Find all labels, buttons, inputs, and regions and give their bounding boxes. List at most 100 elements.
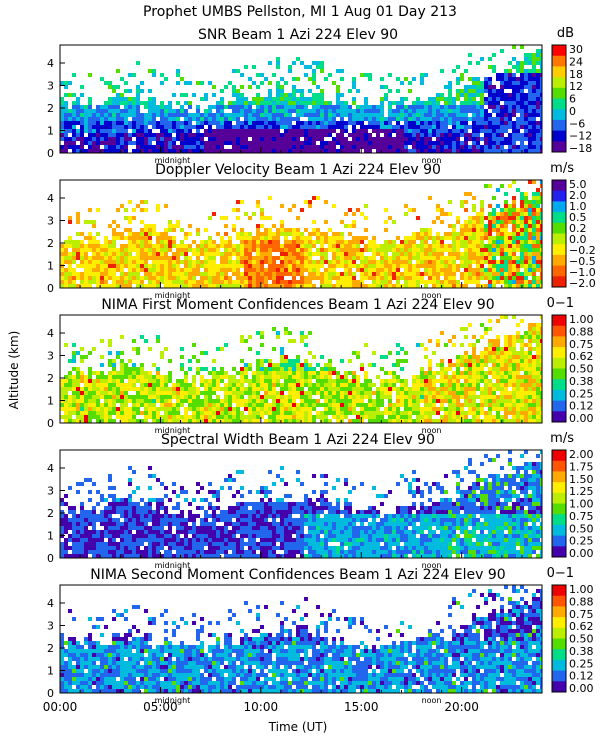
heatmap-cell [528,149,532,153]
heatmap-cell [272,145,276,149]
heatmap-cell [264,284,268,288]
heatmap-cell [120,415,124,419]
heatmap-cell [236,125,240,129]
heatmap-cell [268,97,272,101]
heatmap-cell [172,280,176,284]
heatmap-cell [336,256,340,260]
heatmap-cell [136,419,140,423]
heatmap-cell [108,395,112,399]
heatmap-cell [300,399,304,403]
heatmap-cell [132,109,136,113]
heatmap-cell [320,403,324,407]
heatmap-cell [540,280,542,284]
heatmap-cell [284,272,288,276]
heatmap-cell [400,387,404,391]
heatmap-cell [412,411,416,415]
heatmap-cell [304,256,308,260]
heatmap-cell [152,379,156,383]
heatmap-cell [520,232,524,236]
heatmap-cell [184,93,188,97]
heatmap-cell [288,208,292,212]
heatmap-cell [356,240,360,244]
heatmap-cell [292,383,296,387]
heatmap-cell [444,280,448,284]
heatmap-cell [440,141,444,145]
heatmap-cell [136,117,140,121]
heatmap-cell [152,113,156,117]
heatmap-cell [324,371,328,375]
heatmap-cell [324,252,328,256]
heatmap-cell [368,379,372,383]
colorbar-swatch [552,66,566,78]
heatmap-cell [464,117,468,121]
heatmap-cell [152,391,156,395]
heatmap-cell [508,240,512,244]
heatmap-cell [136,403,140,407]
heatmap-cell [380,403,384,407]
heatmap-cell [496,264,500,268]
heatmap-cell [220,117,224,121]
heatmap-cell [76,419,80,423]
heatmap-cell [464,113,468,117]
heatmap-cell [212,387,216,391]
heatmap-cell [392,379,396,383]
heatmap-cell [112,264,116,268]
heatmap-cell [168,129,172,133]
heatmap-cell [140,375,144,379]
heatmap-cell [420,232,424,236]
heatmap-cell [508,244,512,248]
heatmap-cell [508,117,512,121]
heatmap-cell [152,121,156,125]
heatmap-cell [520,45,524,49]
heatmap-cell [408,129,412,133]
heatmap-cell [404,272,408,276]
heatmap-cell [216,268,220,272]
heatmap-cell [180,105,184,109]
heatmap-cell [484,117,488,121]
heatmap-cell [212,137,216,141]
heatmap-cell [468,125,472,129]
heatmap-cell [348,149,352,153]
heatmap-cell [488,141,492,145]
heatmap-cell [368,240,372,244]
heatmap-cell [172,256,176,260]
heatmap-cell [532,240,536,244]
heatmap-cell [244,248,248,252]
heatmap-cell [112,367,116,371]
heatmap-cell [264,379,268,383]
heatmap-cell [160,264,164,268]
heatmap-cell [396,141,400,145]
heatmap-cell [496,188,500,192]
heatmap-cell [84,268,88,272]
heatmap-cell [480,105,484,109]
heatmap-cell [64,137,68,141]
heatmap-cell [208,81,212,85]
heatmap-cell [188,244,192,248]
heatmap-cell [104,403,108,407]
heatmap-cell [448,260,452,264]
heatmap-cell [108,272,112,276]
heatmap-cell [216,407,220,411]
heatmap-cell [404,415,408,419]
heatmap-cell [384,141,388,145]
heatmap-cell [520,204,524,208]
heatmap-cell [520,260,524,264]
heatmap-cell [344,105,348,109]
heatmap-cell [364,403,368,407]
heatmap-cell [200,149,204,153]
heatmap-cell [128,240,132,244]
heatmap-cell [356,129,360,133]
heatmap-cell [76,256,80,260]
heatmap-cell [308,113,312,117]
heatmap-cell [368,264,372,268]
heatmap-cell [284,93,288,97]
heatmap-cell [68,284,72,288]
heatmap-cell [312,117,316,121]
heatmap-cell [88,232,92,236]
heatmap-cell [528,109,532,113]
heatmap-cell [148,371,152,375]
heatmap-cell [220,407,224,411]
heatmap-cell [488,121,492,125]
heatmap-cell [208,403,212,407]
heatmap-cell [132,264,136,268]
